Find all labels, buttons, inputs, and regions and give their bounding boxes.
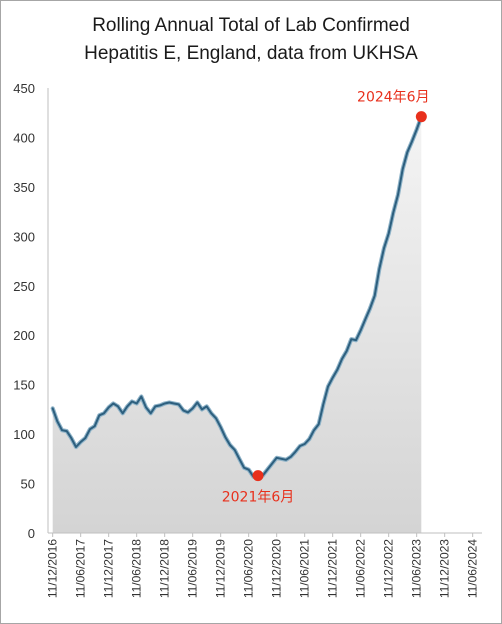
x-tick-label: 11/12/2023: [438, 539, 452, 598]
plot-area: 0 50 100 150 200 250 300 350 400 450 11/12/2016 11/…: [13, 81, 482, 598]
y-tick-label: 300: [13, 229, 35, 244]
annotation-label: 2024年6月: [357, 90, 430, 106]
y-tick-label: 50: [21, 477, 35, 492]
x-tick-label: 11/12/2017: [102, 539, 116, 598]
y-tick-label: 250: [13, 279, 35, 294]
y-tick-label: 400: [13, 130, 35, 145]
highlight-point: [415, 111, 427, 123]
y-tick-label: 200: [13, 328, 35, 343]
chart-title: Rolling Annual Total of Lab Confirmed He…: [0, 12, 502, 68]
highlight-point: [252, 470, 264, 482]
x-tick-label: 11/12/2020: [270, 539, 284, 598]
x-tick-label: 11/12/2019: [214, 539, 228, 598]
y-tick-label: 150: [13, 378, 35, 393]
series-line: [51, 115, 423, 479]
series-area: [52, 116, 422, 533]
x-tick-label: 11/06/2022: [354, 539, 368, 598]
x-tick-label: 11/06/2023: [410, 539, 424, 598]
x-tick-label: 11/06/2021: [298, 539, 312, 598]
y-tick-label: 0: [28, 526, 35, 541]
y-tick-label: 450: [13, 81, 35, 96]
x-tick-label: 11/12/2016: [46, 539, 60, 598]
x-tick-label: 11/12/2018: [158, 539, 172, 598]
x-tick-label: 11/12/2022: [382, 539, 396, 598]
x-tick-label: 11/06/2019: [186, 539, 200, 598]
x-tick-label: 11/06/2017: [74, 539, 88, 598]
x-tick-label: 11/06/2024: [466, 539, 480, 598]
title-line-2: Hepatitis E, England, data from UKHSA: [84, 43, 418, 64]
y-tick-label: 100: [13, 427, 35, 442]
y-tick-label: 350: [13, 180, 35, 195]
x-tick-label: 11/06/2018: [130, 539, 144, 598]
x-tick-label: 11/06/2020: [242, 539, 256, 598]
annotation-label: 2021年6月: [222, 490, 295, 506]
x-tick-label: 11/12/2021: [326, 539, 340, 598]
title-line-1: Rolling Annual Total of Lab Confirmed: [92, 15, 410, 36]
